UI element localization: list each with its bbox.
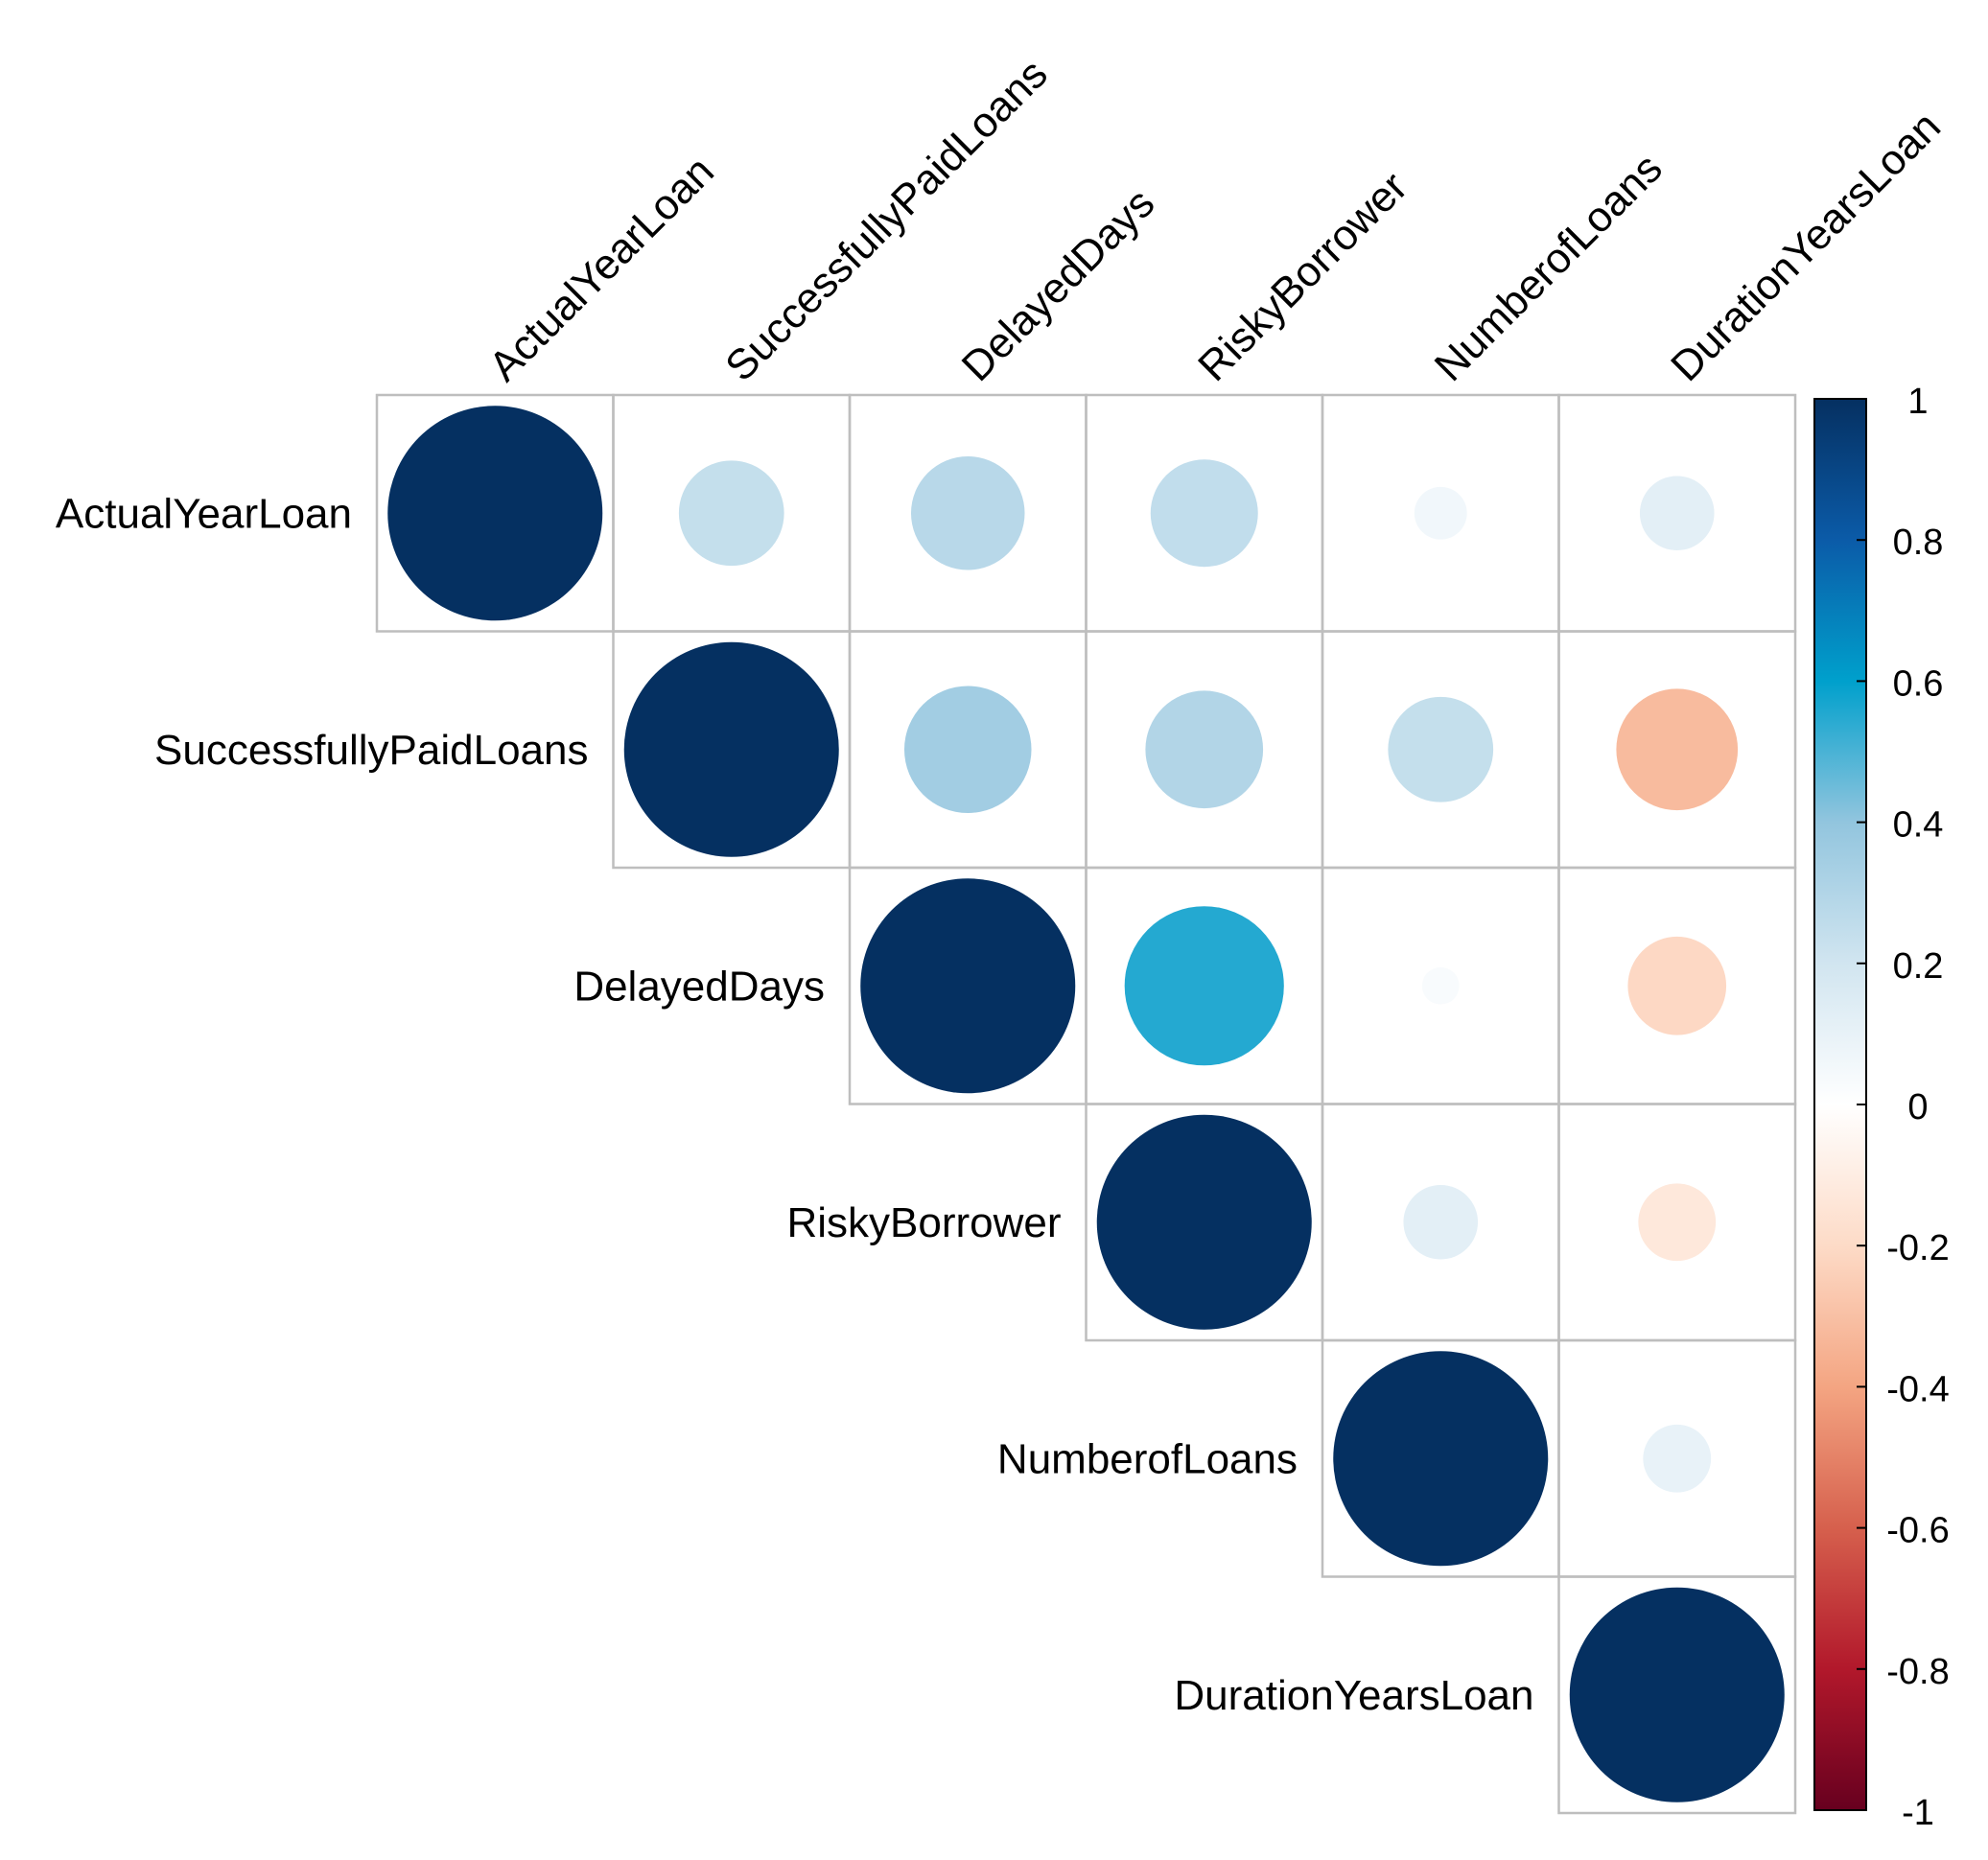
corr-circle-SuccessfullyPaidLoans-DurationYearsLoan [1616,688,1739,811]
corr-circle-SuccessfullyPaidLoans-NumberofLoans [1388,696,1494,802]
corr-circle-ActualYearLoan-DurationYearsLoan [1639,476,1715,551]
corr-circle-ActualYearLoan-ActualYearLoan [387,406,603,621]
corr-circle-DelayedDays-DelayedDays [860,878,1076,1094]
row-label-DurationYearsLoan: DurationYearsLoan [1174,1672,1533,1719]
colorbar-tick-label: 0 [1907,1087,1928,1128]
colorbar-tick-label: 0.4 [1893,805,1944,846]
col-label-NumberofLoans: NumberofLoans [1426,145,1672,390]
corr-circle-ActualYearLoan-SuccessfullyPaidLoans [678,460,784,567]
row-label-RiskyBorrower: RiskyBorrower [786,1199,1061,1246]
corr-circle-ActualYearLoan-NumberofLoans [1414,486,1467,540]
colorbar-tick-label: 0.8 [1893,523,1944,563]
col-label-DurationYearsLoan: DurationYearsLoan [1662,103,1950,390]
corr-circle-SuccessfullyPaidLoans-SuccessfullyPaidLoans [623,641,839,857]
colorbar-tick-label: -0.2 [1886,1228,1949,1268]
corr-circle-DelayedDays-NumberofLoans [1421,966,1460,1005]
corr-circle-RiskyBorrower-DurationYearsLoan [1638,1183,1717,1262]
corr-circle-SuccessfullyPaidLoans-RiskyBorrower [1145,690,1264,809]
corr-circle-NumberofLoans-NumberofLoans [1333,1351,1549,1567]
corr-circle-DelayedDays-DurationYearsLoan [1627,936,1727,1035]
corr-circle-DelayedDays-RiskyBorrower [1124,906,1284,1066]
corr-circle-ActualYearLoan-DelayedDays [910,455,1025,570]
colorbar-tick-label: -1 [1902,1793,1934,1833]
corr-circle-DurationYearsLoan-DurationYearsLoan [1569,1587,1785,1802]
grid-cell-DurationYearsLoan-DurationYearsLoan [1557,1575,1797,1815]
colorbar-tick-label: -0.6 [1886,1511,1949,1551]
row-label-NumberofLoans: NumberofLoans [997,1435,1298,1482]
colorbar-tick-label: 0.6 [1893,663,1944,704]
corr-circle-RiskyBorrower-NumberofLoans [1403,1184,1479,1260]
colorbar-tick-label: -0.8 [1886,1652,1949,1692]
corr-circle-ActualYearLoan-RiskyBorrower [1150,459,1258,568]
col-label-DelayedDays: DelayedDays [953,179,1164,390]
col-label-ActualYearLoan: ActualYearLoan [480,148,723,390]
row-label-ActualYearLoan: ActualYearLoan [56,490,352,537]
col-label-RiskyBorrower: RiskyBorrower [1189,163,1416,390]
colorbar-tick-label: 1 [1907,382,1928,422]
colorbar-tick-label: -0.4 [1886,1369,1949,1409]
corr-circle-SuccessfullyPaidLoans-DelayedDays [903,686,1032,814]
corr-circle-NumberofLoans-DurationYearsLoan [1643,1424,1712,1493]
row-label-SuccessfullyPaidLoans: SuccessfullyPaidLoans [154,727,588,774]
row-label-DelayedDays: DelayedDays [573,963,825,1010]
corr-circle-RiskyBorrower-RiskyBorrower [1096,1114,1312,1330]
colorbar-tick-label: 0.2 [1893,946,1944,987]
